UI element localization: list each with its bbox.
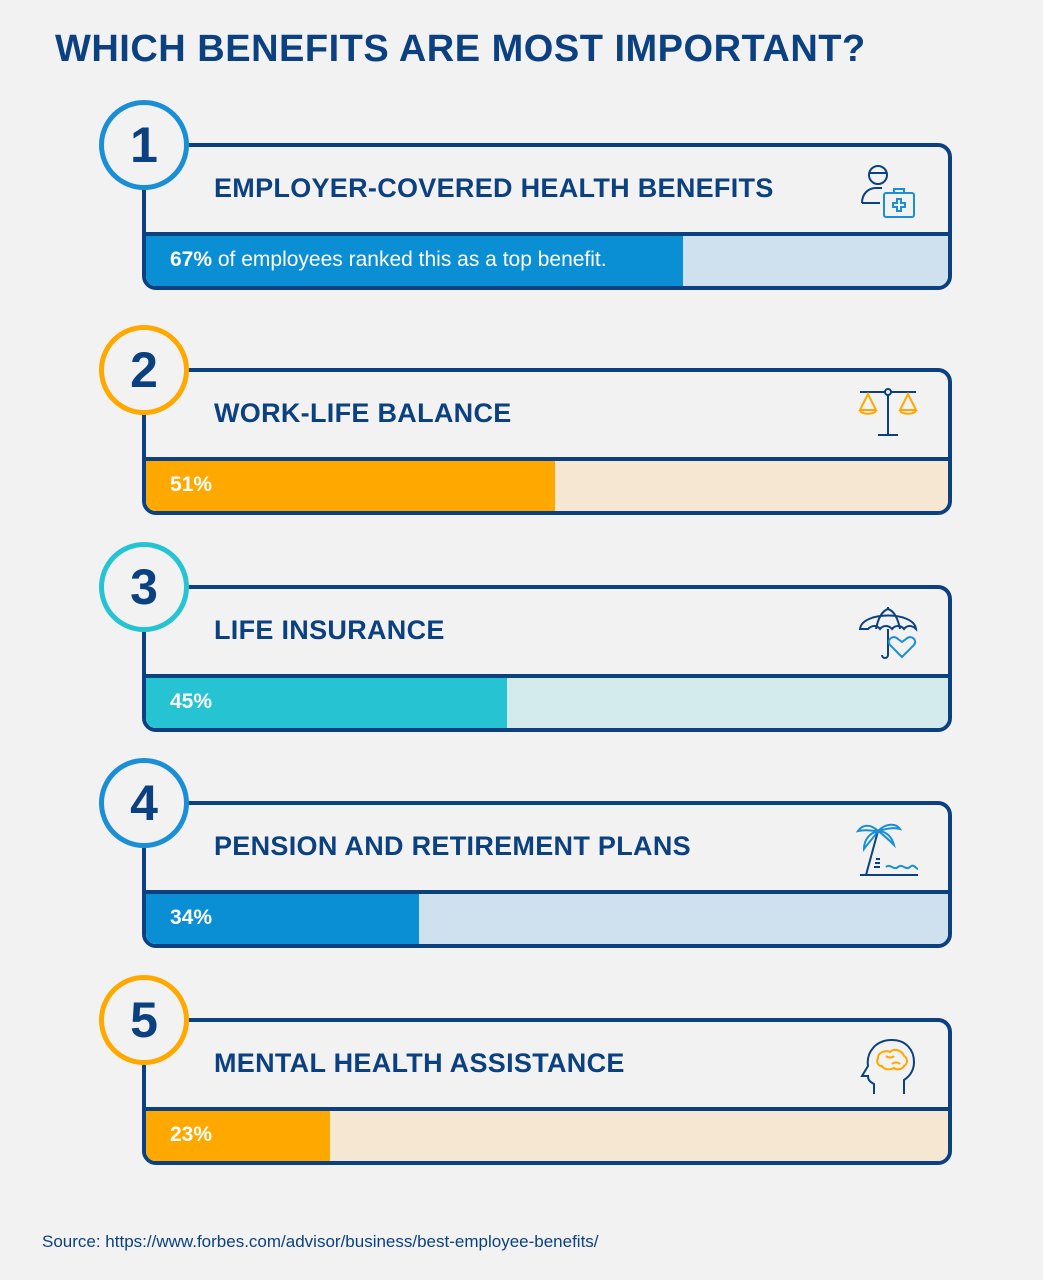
rank-number: 2 bbox=[130, 342, 158, 398]
benefit-label: LIFE INSURANCE bbox=[214, 615, 445, 645]
rank-number: 1 bbox=[130, 117, 158, 173]
rank-badge: 2 bbox=[99, 325, 189, 415]
benefit-card: WORK-LIFE BALANCE 51% bbox=[142, 368, 952, 515]
benefit-bar-track: 51% bbox=[146, 457, 948, 511]
rank-badge: 4 bbox=[99, 758, 189, 848]
benefit-bar-track: 34% bbox=[146, 890, 948, 944]
benefit-percent-text: 67% of employees ranked this as a top be… bbox=[170, 248, 607, 272]
benefit-card: LIFE INSURANCE 45% bbox=[142, 585, 952, 732]
benefit-percent-text: 45% bbox=[170, 690, 212, 714]
rank-badge: 3 bbox=[99, 542, 189, 632]
benefit-bar-fill bbox=[146, 236, 684, 286]
umbrella-heart-icon bbox=[856, 601, 920, 665]
rank-number: 5 bbox=[130, 992, 158, 1048]
benefit-bar-fill bbox=[146, 1111, 331, 1161]
palm-tree-beach-icon bbox=[855, 817, 920, 881]
benefit-bar-fill bbox=[146, 461, 556, 511]
benefit-percent: 34% bbox=[170, 906, 213, 929]
rank-number: 4 bbox=[130, 775, 158, 831]
benefit-label: MENTAL HEALTH ASSISTANCE bbox=[214, 1048, 625, 1078]
health-worker-medkit-icon bbox=[856, 159, 920, 223]
benefit-label: EMPLOYER-COVERED HEALTH BENEFITS bbox=[214, 173, 774, 203]
balance-scale-icon bbox=[856, 384, 920, 448]
page-title: WHICH BENEFITS ARE MOST IMPORTANT? bbox=[55, 28, 866, 70]
rank-badge: 5 bbox=[99, 975, 189, 1065]
benefit-bar-fill bbox=[146, 894, 419, 944]
benefit-percent-text: 51% bbox=[170, 473, 212, 497]
benefit-bar-track: 23% bbox=[146, 1107, 948, 1161]
benefit-bar-fill bbox=[146, 678, 507, 728]
benefit-bar-track: 67% of employees ranked this as a top be… bbox=[146, 232, 948, 286]
benefit-label: WORK-LIFE BALANCE bbox=[214, 398, 512, 428]
rank-number: 3 bbox=[130, 559, 158, 615]
benefit-label: PENSION AND RETIREMENT PLANS bbox=[214, 831, 691, 861]
benefit-percent: 67% bbox=[170, 248, 213, 271]
benefit-percent-text: 23% bbox=[170, 1123, 212, 1147]
benefit-card: EMPLOYER-COVERED HEALTH BENEFITS 67% of … bbox=[142, 143, 952, 290]
rank-badge: 1 bbox=[99, 100, 189, 190]
benefit-percent: 45% bbox=[170, 690, 213, 713]
benefit-card: PENSION AND RETIREMENT PLANS 34% bbox=[142, 801, 952, 948]
source-citation: Source: https://www.forbes.com/advisor/b… bbox=[42, 1232, 599, 1251]
benefit-bar-track: 45% bbox=[146, 674, 948, 728]
benefit-percent: 51% bbox=[170, 473, 213, 496]
benefit-percent: 23% bbox=[170, 1123, 213, 1146]
benefit-description: of employees ranked this as a top benefi… bbox=[212, 248, 607, 271]
benefit-percent-text: 34% bbox=[170, 906, 212, 930]
head-brain-icon bbox=[856, 1034, 920, 1098]
benefit-card: MENTAL HEALTH ASSISTANCE 23% bbox=[142, 1018, 952, 1165]
